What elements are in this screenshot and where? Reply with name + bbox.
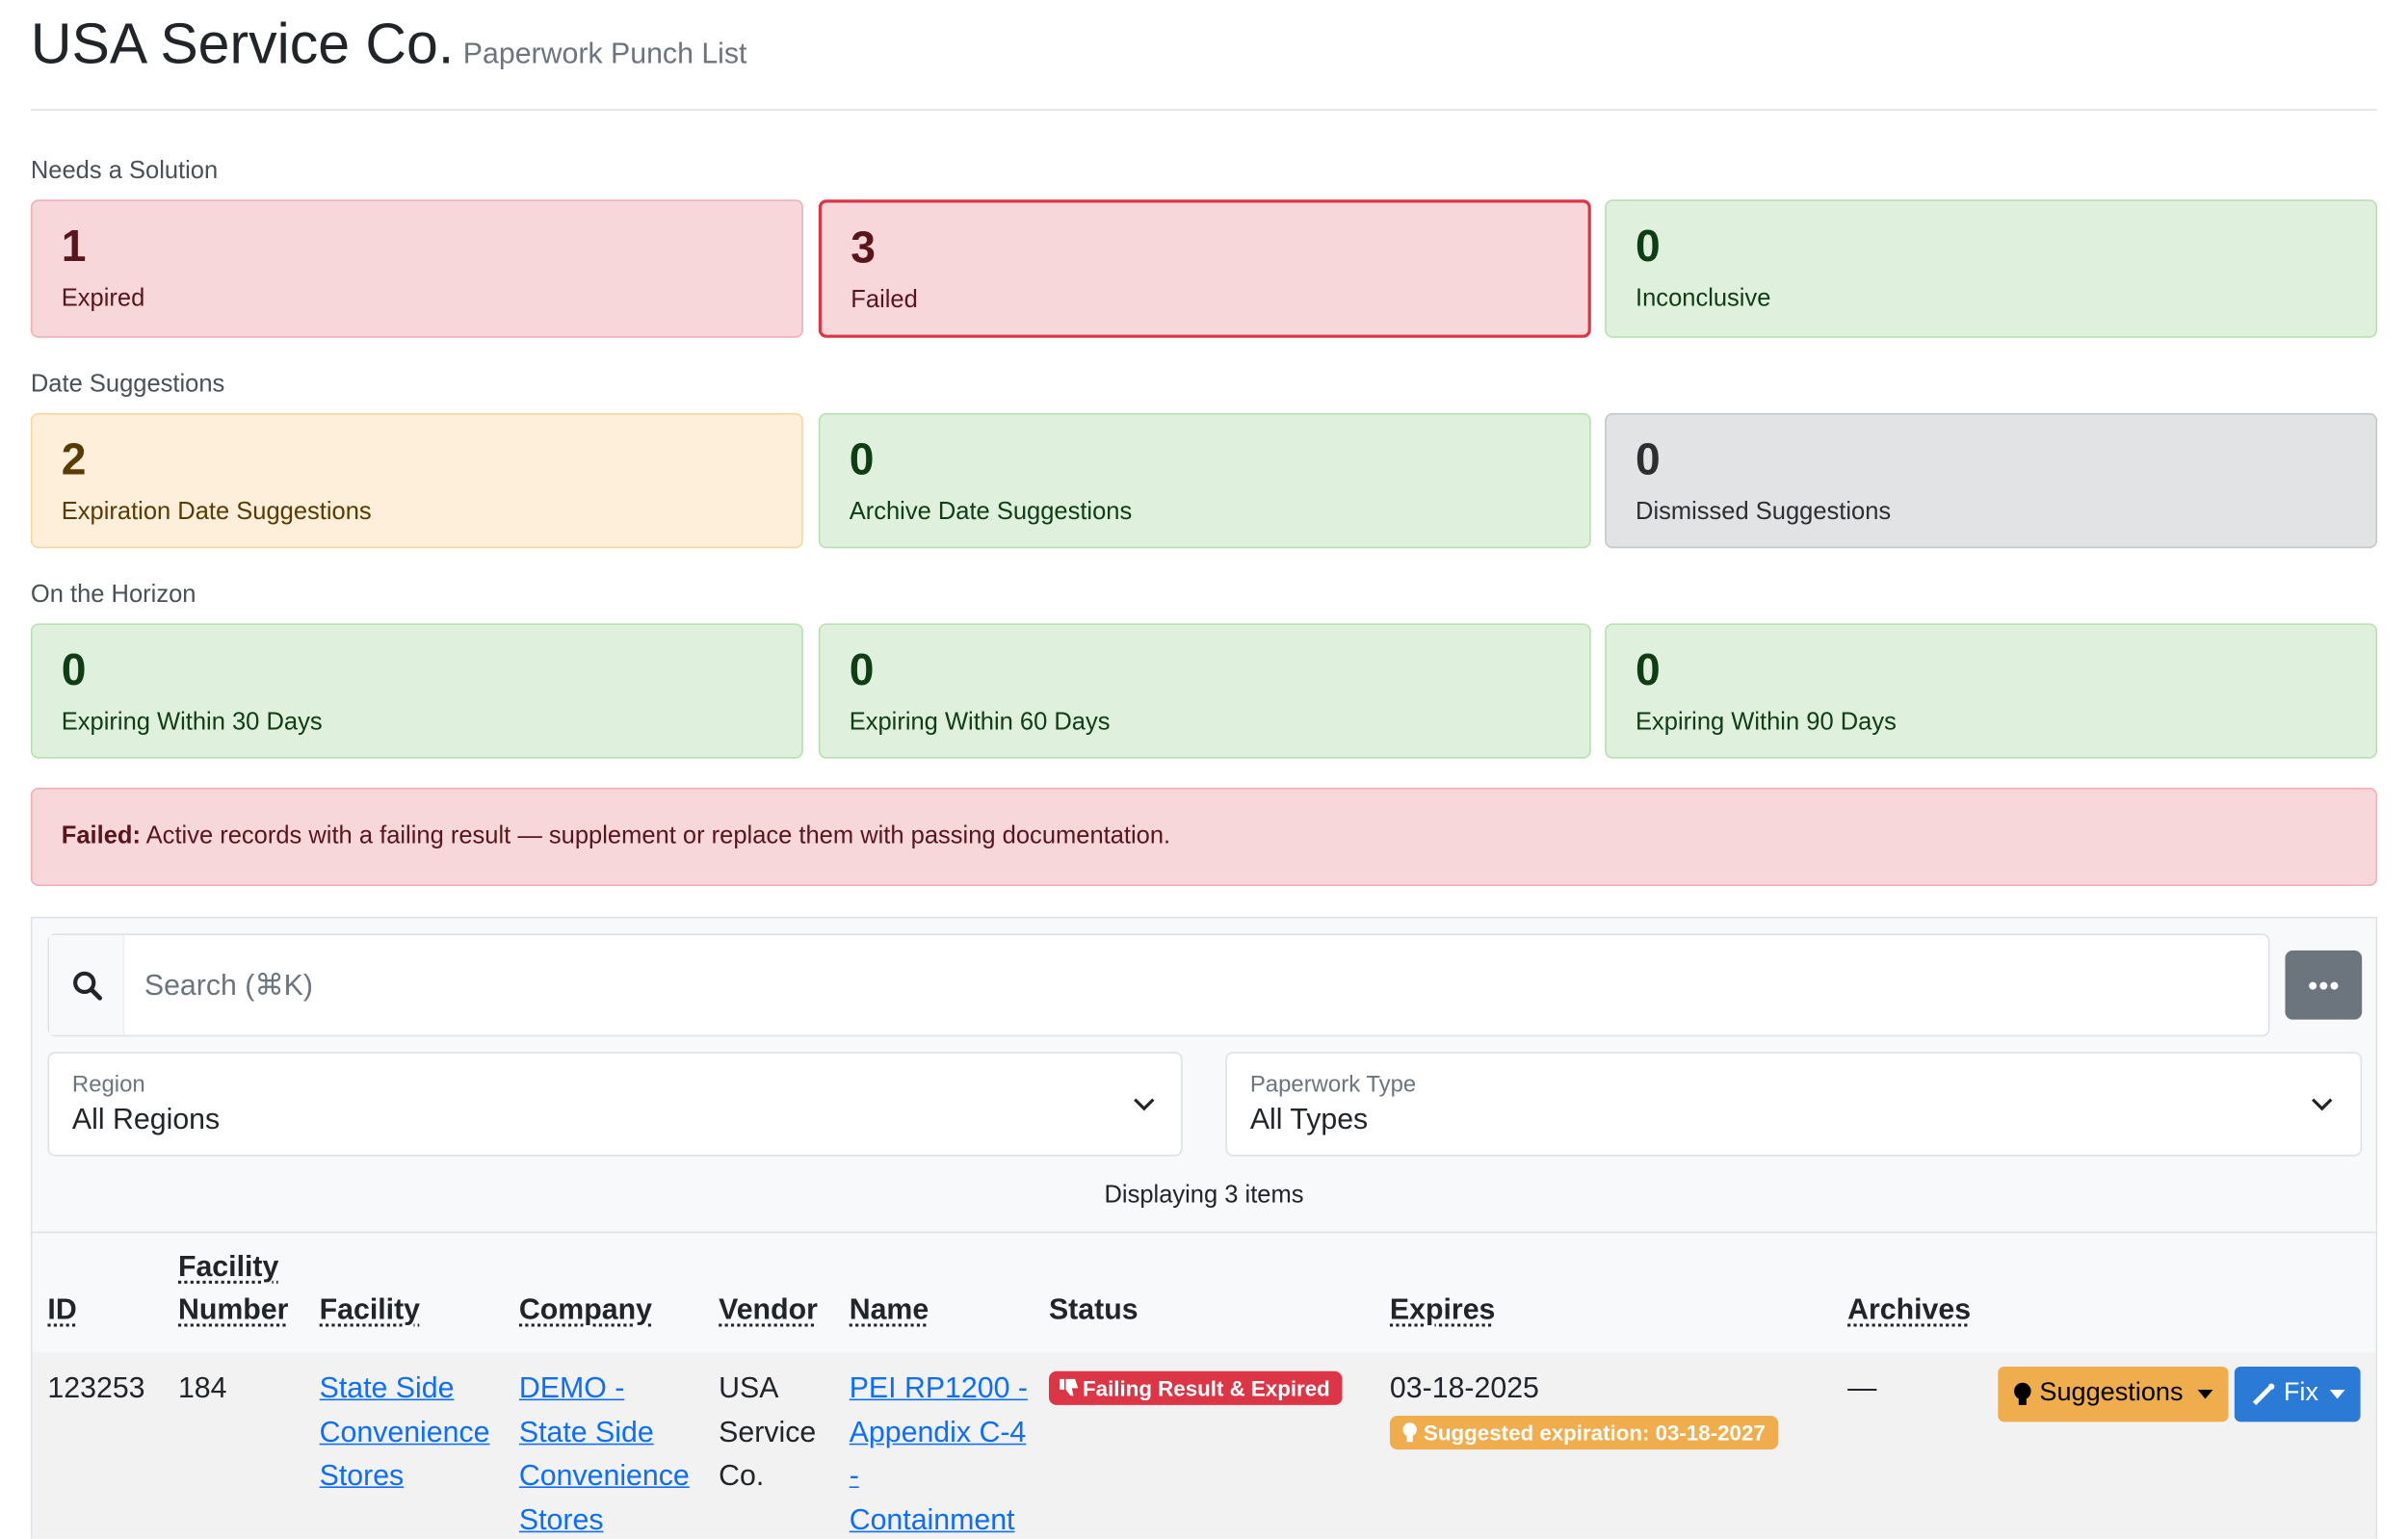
summary-card[interactable]: 0 Expiring Within 60 Days	[818, 623, 1591, 759]
search-addon	[49, 934, 125, 1035]
wand-icon	[2252, 1383, 2275, 1405]
button-label: Fix	[2283, 1377, 2319, 1407]
cell-facility-number: 184	[177, 1372, 227, 1405]
summary-card[interactable]: 0 Inconclusive	[1605, 199, 2378, 338]
table-row: 123253 184 State Side Convenience Stores…	[32, 1352, 2376, 1539]
select-label: Region	[71, 1071, 145, 1098]
select-value: All Types	[1249, 1104, 1369, 1136]
search-icon	[73, 971, 103, 1001]
label: Expiring Within 60 Days	[849, 709, 1111, 736]
table-header: ID Facility Number Facility Company Vend…	[32, 1231, 2376, 1355]
more-button[interactable]	[2285, 950, 2363, 1020]
title: USA Service Co.	[30, 12, 455, 76]
summary-card[interactable]: 0 Expiring Within 90 Days	[1605, 623, 2378, 759]
count: 1	[61, 222, 87, 273]
thumbs-down-icon	[1060, 1378, 1079, 1396]
chevron	[1134, 1098, 1155, 1111]
region-select[interactable]: Region All Regions	[47, 1052, 1183, 1157]
column-header[interactable]: Vendor	[719, 1294, 818, 1327]
summary-card[interactable]: 0 Dismissed Suggestions	[1605, 412, 2378, 549]
bulb-icon	[2014, 1382, 2031, 1405]
suggestion-badge: Suggested expiration: 03-18-2027	[1389, 1416, 1778, 1450]
cell-company[interactable]: DEMO - State Side Convenience Stores	[518, 1372, 690, 1537]
summary-card[interactable]: 0 Expiring Within 30 Days	[30, 623, 803, 759]
count: 2	[61, 435, 87, 485]
status-badge: Failing Result & Expired	[1048, 1370, 1343, 1405]
item-count: Displaying 3 items	[1104, 1182, 1304, 1209]
label: Expiring Within 30 Days	[61, 709, 323, 736]
section-label: On the Horizon	[30, 582, 196, 609]
select-label: Paperwork Type	[1249, 1071, 1417, 1098]
cell-id: 123253	[47, 1372, 145, 1405]
count: 0	[1636, 222, 1661, 273]
select-value: All Regions	[71, 1104, 221, 1136]
label: Archive Date Suggestions	[849, 499, 1133, 526]
count: 0	[1636, 646, 1661, 696]
label: Expired	[61, 285, 145, 312]
column-header[interactable]: Company	[518, 1294, 652, 1327]
column-header: Status	[1048, 1294, 1139, 1327]
column-header[interactable]: Facility	[319, 1294, 421, 1327]
summary-card[interactable]: 0 Archive Date Suggestions	[818, 412, 1591, 549]
alert-label: Failed:	[61, 822, 141, 849]
cell-facility[interactable]: State Side Convenience Stores	[319, 1372, 490, 1493]
count: 0	[61, 646, 87, 696]
caret	[2329, 1389, 2345, 1399]
chevron	[2312, 1098, 2333, 1111]
column-header[interactable]: Name	[849, 1294, 929, 1327]
divider	[30, 109, 2378, 111]
bulb-icon	[1402, 1422, 1417, 1443]
search-placeholder: Search (⌘K)	[144, 970, 313, 1004]
suggestion-text: Suggested expiration: 03-18-2027	[1424, 1420, 1766, 1446]
button-label: Suggestions	[2039, 1377, 2184, 1407]
column-header[interactable]: ID	[47, 1294, 77, 1327]
label: Dismissed Suggestions	[1636, 499, 1892, 526]
section-label: Date Suggestions	[30, 371, 225, 398]
status-text: Failing Result & Expired	[1083, 1375, 1330, 1401]
cell-expires: 03-18-2025	[1389, 1372, 1539, 1405]
label: Expiring Within 90 Days	[1636, 709, 1897, 736]
column-header[interactable]: Archives	[1847, 1294, 1972, 1327]
summary-card[interactable]: 2 Expiration Date Suggestions	[30, 412, 803, 549]
cell-archives: —	[1847, 1372, 1877, 1405]
label: Expiration Date Suggestions	[61, 499, 372, 526]
cell-vendor: USA Service Co.	[719, 1372, 817, 1493]
search-box[interactable]: Search (⌘K)	[47, 933, 2270, 1037]
header: USA Service Co. Paperwork Punch List	[31, 13, 747, 77]
count: 0	[849, 435, 875, 485]
alert-text: Active records with a failing result — s…	[145, 822, 1171, 849]
section-label: Needs a Solution	[30, 158, 219, 185]
subtitle: Paperwork Punch List	[462, 38, 747, 71]
more-icon	[2309, 981, 2339, 990]
type-select[interactable]: Paperwork Type All Types	[1225, 1052, 2363, 1157]
summary-card[interactable]: 1 Expired	[30, 199, 803, 338]
column-header[interactable]: Expires	[1389, 1294, 1496, 1327]
count: 3	[851, 223, 877, 274]
column-header[interactable]: Facility Number	[177, 1251, 289, 1327]
summary-card[interactable]: 3 Failed	[818, 199, 1591, 338]
count: 0	[849, 646, 875, 696]
table-panel: Search (⌘K) Region All Regions Paperwork…	[30, 916, 2378, 1539]
cell-name[interactable]: PEI RP1200 - Appendix C-4 - Containment	[849, 1372, 1028, 1537]
suggestions-button[interactable]: Suggestions	[1998, 1367, 2229, 1422]
label: Failed	[851, 287, 918, 314]
label: Inconclusive	[1636, 285, 1771, 312]
fix-button[interactable]: Fix	[2234, 1367, 2361, 1422]
count: 0	[1636, 435, 1661, 485]
alert: Failed: Active records with a failing re…	[30, 787, 2378, 886]
caret	[2197, 1389, 2213, 1399]
